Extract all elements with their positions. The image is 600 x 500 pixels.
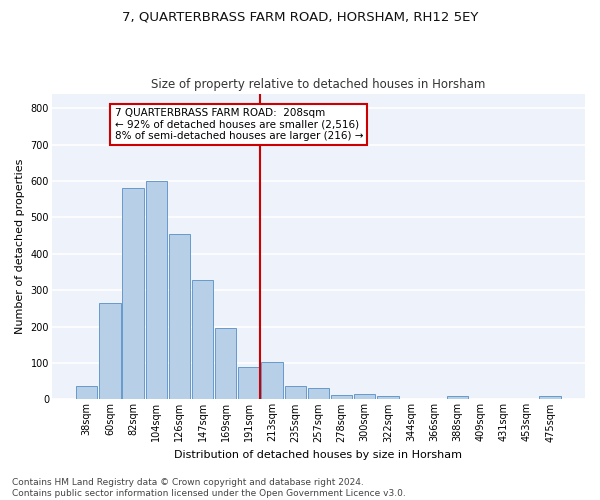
Title: Size of property relative to detached houses in Horsham: Size of property relative to detached ho… [151, 78, 485, 91]
Bar [99, 303, 121, 400]
Bar [146, 181, 167, 400]
Bar [76, 386, 97, 400]
Bar [284, 386, 306, 400]
Bar [215, 328, 236, 400]
Bar [262, 362, 283, 400]
Bar [308, 388, 329, 400]
Y-axis label: Number of detached properties: Number of detached properties [15, 159, 25, 334]
Bar [169, 234, 190, 400]
Text: Contains HM Land Registry data © Crown copyright and database right 2024.
Contai: Contains HM Land Registry data © Crown c… [12, 478, 406, 498]
Bar [539, 396, 561, 400]
Text: 7, QUARTERBRASS FARM ROAD, HORSHAM, RH12 5EY: 7, QUARTERBRASS FARM ROAD, HORSHAM, RH12… [122, 10, 478, 23]
Bar [331, 394, 352, 400]
Bar [238, 366, 260, 400]
X-axis label: Distribution of detached houses by size in Horsham: Distribution of detached houses by size … [175, 450, 463, 460]
Bar [377, 396, 398, 400]
Bar [447, 396, 468, 400]
Bar [192, 280, 213, 400]
Text: 7 QUARTERBRASS FARM ROAD:  208sqm
← 92% of detached houses are smaller (2,516)
8: 7 QUARTERBRASS FARM ROAD: 208sqm ← 92% o… [115, 108, 363, 142]
Bar [354, 394, 376, 400]
Bar [122, 188, 144, 400]
